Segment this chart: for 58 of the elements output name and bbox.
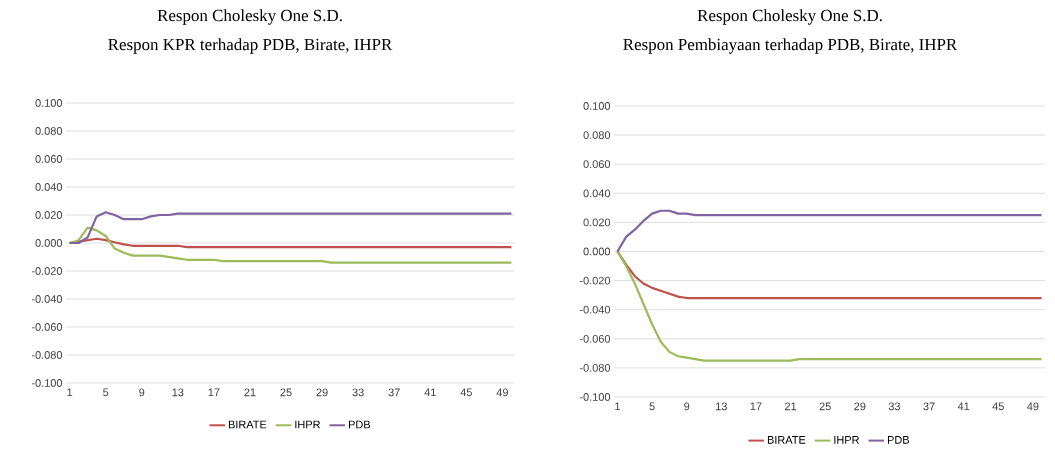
x-tick-label: 33 xyxy=(888,402,901,411)
legend-label: BIRATE xyxy=(767,436,806,444)
y-tick-label: 0.100 xyxy=(583,102,611,110)
y-tick-label: 0.080 xyxy=(35,127,63,135)
legend-label: BIRATE xyxy=(228,420,267,429)
y-tick-label: -0.020 xyxy=(31,267,63,275)
y-tick-label: -0.080 xyxy=(579,364,611,372)
x-tick-label: 1 xyxy=(67,388,73,397)
y-tick-label: 0.060 xyxy=(583,160,611,169)
y-tick-label: -0.020 xyxy=(579,276,611,285)
x-tick-label: 25 xyxy=(819,402,831,411)
y-tick-label: -0.100 xyxy=(31,379,63,387)
y-tick-label: 0.020 xyxy=(35,211,63,219)
x-tick-label: 21 xyxy=(785,402,797,411)
x-tick-label: 1 xyxy=(615,402,620,411)
legend-label: IHPR xyxy=(295,420,320,429)
x-tick-label: 13 xyxy=(716,402,727,411)
y-tick-label: -0.060 xyxy=(31,323,63,331)
chart-title: Respon Cholesky One S.D. xyxy=(697,9,882,25)
chart-subtitle: Respon Pembiayaan terhadap PDB, Birate, IHPR xyxy=(623,38,958,54)
y-tick-label: 0.040 xyxy=(35,183,63,191)
x-tick-label: 17 xyxy=(208,388,220,397)
x-tick-label: 9 xyxy=(139,388,145,397)
y-tick-label: 0.000 xyxy=(35,239,63,247)
y-tick-label: -0.080 xyxy=(31,351,63,359)
y-tick-label: 0.020 xyxy=(583,218,611,227)
y-tick-label: -0.040 xyxy=(31,295,63,303)
y-tick-label: 0.000 xyxy=(583,247,611,256)
legend-label: PDB xyxy=(348,420,371,429)
legend-label: PDB xyxy=(887,436,910,444)
x-tick-label: 29 xyxy=(316,388,328,397)
x-tick-label: 5 xyxy=(649,402,655,411)
x-tick-label: 49 xyxy=(1027,402,1039,411)
x-tick-label: 25 xyxy=(280,388,292,397)
y-tick-label: 0.060 xyxy=(35,155,63,163)
x-tick-label: 17 xyxy=(750,402,762,411)
y-tick-label: 0.080 xyxy=(583,131,611,139)
x-tick-label: 45 xyxy=(992,402,1004,411)
legend-label: IHPR xyxy=(834,436,859,444)
x-tick-label: 37 xyxy=(388,388,400,397)
x-tick-label: 29 xyxy=(854,402,866,411)
x-tick-label: 13 xyxy=(172,388,184,397)
x-tick-label: 49 xyxy=(496,388,508,397)
x-tick-label: 5 xyxy=(103,388,109,397)
x-tick-label: 45 xyxy=(460,388,472,397)
x-tick-label: 9 xyxy=(684,402,690,411)
y-tick-label: 0.100 xyxy=(35,99,63,107)
x-tick-label: 37 xyxy=(923,402,935,411)
chart-subtitle: Respon KPR terhadap PDB, Birate, IHPR xyxy=(108,38,393,54)
y-tick-label: 0.040 xyxy=(583,189,611,198)
y-tick-label: -0.040 xyxy=(579,305,611,314)
y-tick-label: -0.100 xyxy=(579,393,611,401)
x-tick-label: 41 xyxy=(957,402,970,411)
y-tick-label: -0.060 xyxy=(579,334,611,343)
x-tick-label: 41 xyxy=(424,388,436,397)
chart-title: Respon Cholesky One S.D. xyxy=(157,9,342,25)
x-tick-label: 33 xyxy=(352,388,364,397)
x-tick-label: 21 xyxy=(244,388,256,397)
